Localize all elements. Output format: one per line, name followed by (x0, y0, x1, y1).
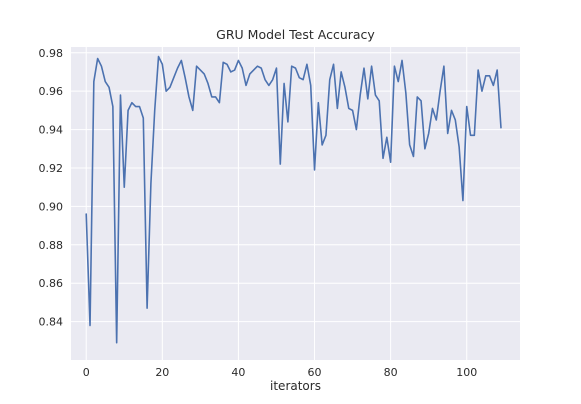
y-tick-label: 0.92 (39, 162, 64, 175)
y-tick-label: 0.88 (39, 239, 64, 252)
grid-lines (71, 47, 520, 360)
y-tick-labels: 0.84 0.86 0.88 0.90 0.92 0.94 0.96 0.98 (39, 47, 64, 329)
y-tick-label: 0.98 (39, 47, 64, 60)
y-tick-label: 0.94 (39, 124, 64, 137)
x-tick-label: 0 (83, 366, 90, 379)
x-tick-label: 20 (155, 366, 169, 379)
series-layer (85, 55, 502, 344)
y-tick-label: 0.86 (39, 277, 64, 290)
x-tick-label: 60 (308, 366, 322, 379)
series-line (85, 55, 502, 344)
y-tick-label: 0.96 (39, 85, 64, 98)
plot-background (71, 47, 520, 360)
y-tick-label: 0.90 (39, 200, 64, 213)
y-tick-label: 0.84 (39, 316, 64, 329)
x-tick-label: 40 (231, 366, 245, 379)
x-tick-labels: 0 20 40 60 80 100 (83, 366, 478, 379)
chart-title: GRU Model Test Accuracy (216, 27, 375, 42)
x-tick-label: 80 (384, 366, 398, 379)
x-tick-label: 100 (456, 366, 477, 379)
x-axis-label: iterators (270, 379, 321, 393)
